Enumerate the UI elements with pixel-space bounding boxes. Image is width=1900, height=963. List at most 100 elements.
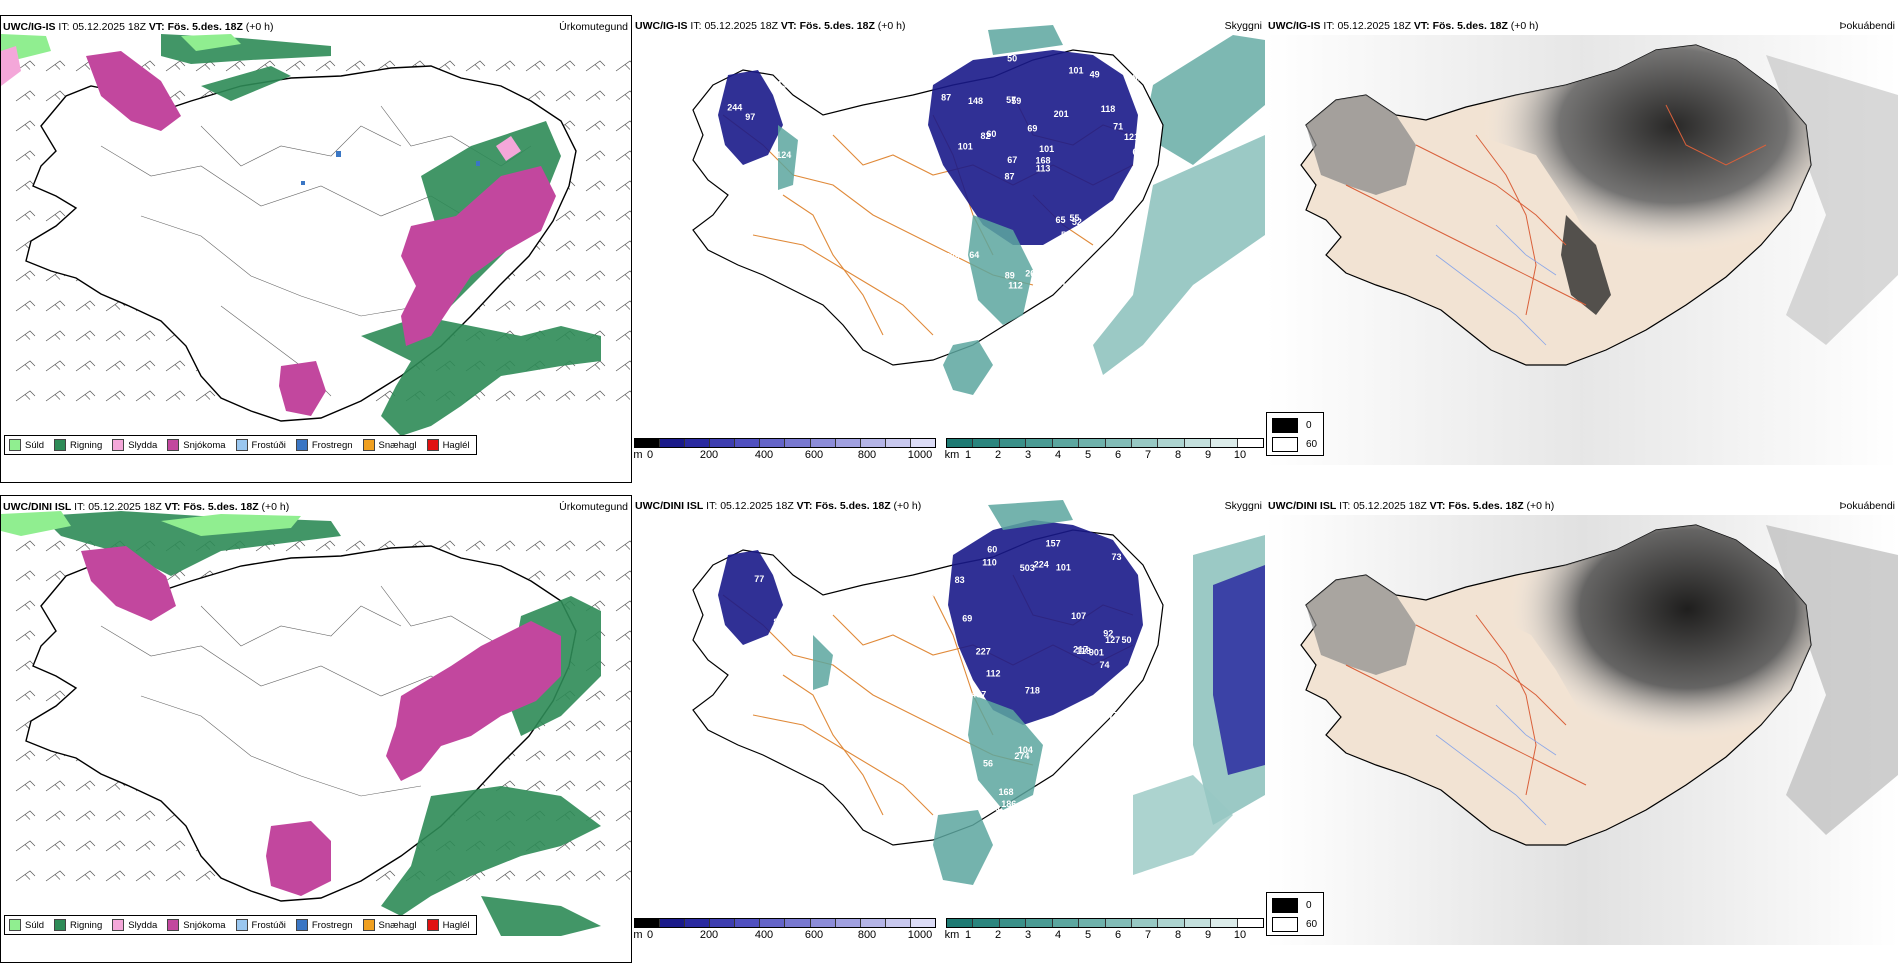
wind-barb xyxy=(105,390,126,402)
cloud-base-label: 69 xyxy=(1027,123,1037,133)
cloud-base-label: 227 xyxy=(976,646,991,656)
colorbar-tick: 1000 xyxy=(907,449,933,461)
wind-barb xyxy=(45,540,66,552)
cloud-base-label: 101 xyxy=(1056,563,1071,573)
wind-barb xyxy=(15,330,36,342)
wind-barb xyxy=(45,840,66,852)
cloud-base-label: 512 xyxy=(948,328,963,338)
wind-barb xyxy=(495,300,516,312)
fog-key-item: 0 xyxy=(1272,898,1312,913)
wind-barb xyxy=(555,720,576,732)
colorbar-tick: 9 xyxy=(1204,929,1212,941)
wind-barb xyxy=(615,330,631,342)
wind-barb xyxy=(585,750,606,762)
wind-barb xyxy=(105,330,126,342)
colorbar-tick: 600 xyxy=(804,929,824,941)
legend-item: Slydda xyxy=(112,439,157,451)
cloud-base-label: 110 xyxy=(982,557,997,567)
legend-item: Frostregn xyxy=(295,439,353,451)
wind-barb xyxy=(585,240,606,252)
legend-swatch xyxy=(112,439,125,451)
wind-barb xyxy=(15,210,36,222)
legend-item: Snjókoma xyxy=(167,919,226,931)
cloud-base-label: 101 xyxy=(1069,66,1084,76)
panel-title: UWC/DINI ISL IT: 05.12.2025 18Z VT: Fös.… xyxy=(3,501,290,513)
colorbar-strip xyxy=(634,918,936,928)
cloud-base-label: 83 xyxy=(955,575,965,585)
colorbar-unit: km xyxy=(944,929,960,941)
wind-barb xyxy=(75,840,96,852)
fog-key-item: 60 xyxy=(1272,437,1317,452)
cloud-base-label: 97 xyxy=(745,112,755,122)
wind-barb xyxy=(615,150,631,162)
wind-barb xyxy=(615,840,631,852)
panel-title: UWC/IG-IS IT: 05.12.2025 18Z VT: Fös. 5.… xyxy=(3,21,274,33)
wind-barb xyxy=(585,870,606,882)
wind-barb xyxy=(15,150,36,162)
wind-barb xyxy=(585,690,606,702)
wind-barb xyxy=(555,870,576,882)
wind-barb xyxy=(615,300,631,312)
fog-key-item: 60 xyxy=(1272,917,1317,932)
wind-barb xyxy=(525,870,546,882)
cloud-base-label: 201 xyxy=(1054,109,1069,119)
wind-barb xyxy=(615,720,631,732)
colorbar-tick: 800 xyxy=(857,929,877,941)
colorbar-tick: 2 xyxy=(994,449,1002,461)
wind-barb xyxy=(15,360,36,372)
cloud-base-label: 69 xyxy=(962,613,972,623)
wind-barb xyxy=(555,750,576,762)
cloud-base-label: 134 xyxy=(1079,759,1094,769)
colorbar-tick: 2 xyxy=(994,929,1002,941)
panel-title: UWC/IG-IS IT: 05.12.2025 18Z VT: Fös. 5.… xyxy=(1268,20,1539,32)
wind-barb xyxy=(315,60,336,72)
wind-barb xyxy=(15,300,36,312)
wind-barb xyxy=(525,570,546,582)
wind-barb xyxy=(435,60,456,72)
colorbar-tick: 4 xyxy=(1054,449,1062,461)
cloud-base-label: 50 xyxy=(1122,635,1132,645)
wind-barb xyxy=(465,60,486,72)
legend-item: Snæhagl xyxy=(362,919,417,931)
precip-type-panel-bottom: UWC/DINI ISL IT: 05.12.2025 18Z VT: Fös.… xyxy=(0,495,632,963)
wind-barb xyxy=(555,390,576,402)
wind-barb xyxy=(615,390,631,402)
legend-swatch xyxy=(54,439,67,451)
colorbar-tick: 800 xyxy=(857,449,877,461)
wind-barb xyxy=(585,270,606,282)
colorbar-tick: 400 xyxy=(754,449,774,461)
wind-barb xyxy=(135,870,156,882)
wind-barb xyxy=(585,570,606,582)
fog-index-key-top: 0 60 xyxy=(1266,412,1324,456)
legend-swatch xyxy=(167,919,180,931)
fog-panel-top: UWC/IG-IS IT: 05.12.2025 18Z VT: Fös. 5.… xyxy=(1266,15,1898,483)
wind-barb xyxy=(105,870,126,882)
wind-barb xyxy=(45,360,66,372)
colorbar-strip xyxy=(634,438,936,448)
colorbar-tick: 6 xyxy=(1114,929,1122,941)
cloud-base-label: 55 xyxy=(1061,230,1071,240)
cloud-base-label: 181 xyxy=(1128,72,1143,82)
legend-swatch xyxy=(362,919,375,931)
cloud-base-label: 95 xyxy=(1133,753,1143,763)
cloud-base-label: 265 xyxy=(1025,268,1040,278)
colorbar-tick: 7 xyxy=(1144,449,1152,461)
cloud-base-label: 962 xyxy=(948,313,963,323)
legend-item: Súld xyxy=(9,919,44,931)
wind-barb xyxy=(45,90,66,102)
legend-item: Rigning xyxy=(54,919,102,931)
visibility-colorbar-bottom: km 1 2 3 4 5 6 7 8 9 10 xyxy=(944,918,1264,942)
precip-map xyxy=(1,34,631,436)
wind-barb xyxy=(615,660,631,672)
wind-barb xyxy=(45,870,66,882)
legend-item: Haglél xyxy=(426,919,470,931)
wind-barb xyxy=(465,540,486,552)
wind-barb xyxy=(555,540,576,552)
wind-barb xyxy=(615,90,631,102)
wind-barb xyxy=(585,540,606,552)
cloud-base-label: 274 xyxy=(1014,751,1029,761)
cloud-base-label: 359 xyxy=(939,687,954,697)
wind-barb xyxy=(585,780,606,792)
wind-barb xyxy=(135,390,156,402)
fog-index-key-bottom: 0 60 xyxy=(1266,892,1324,936)
